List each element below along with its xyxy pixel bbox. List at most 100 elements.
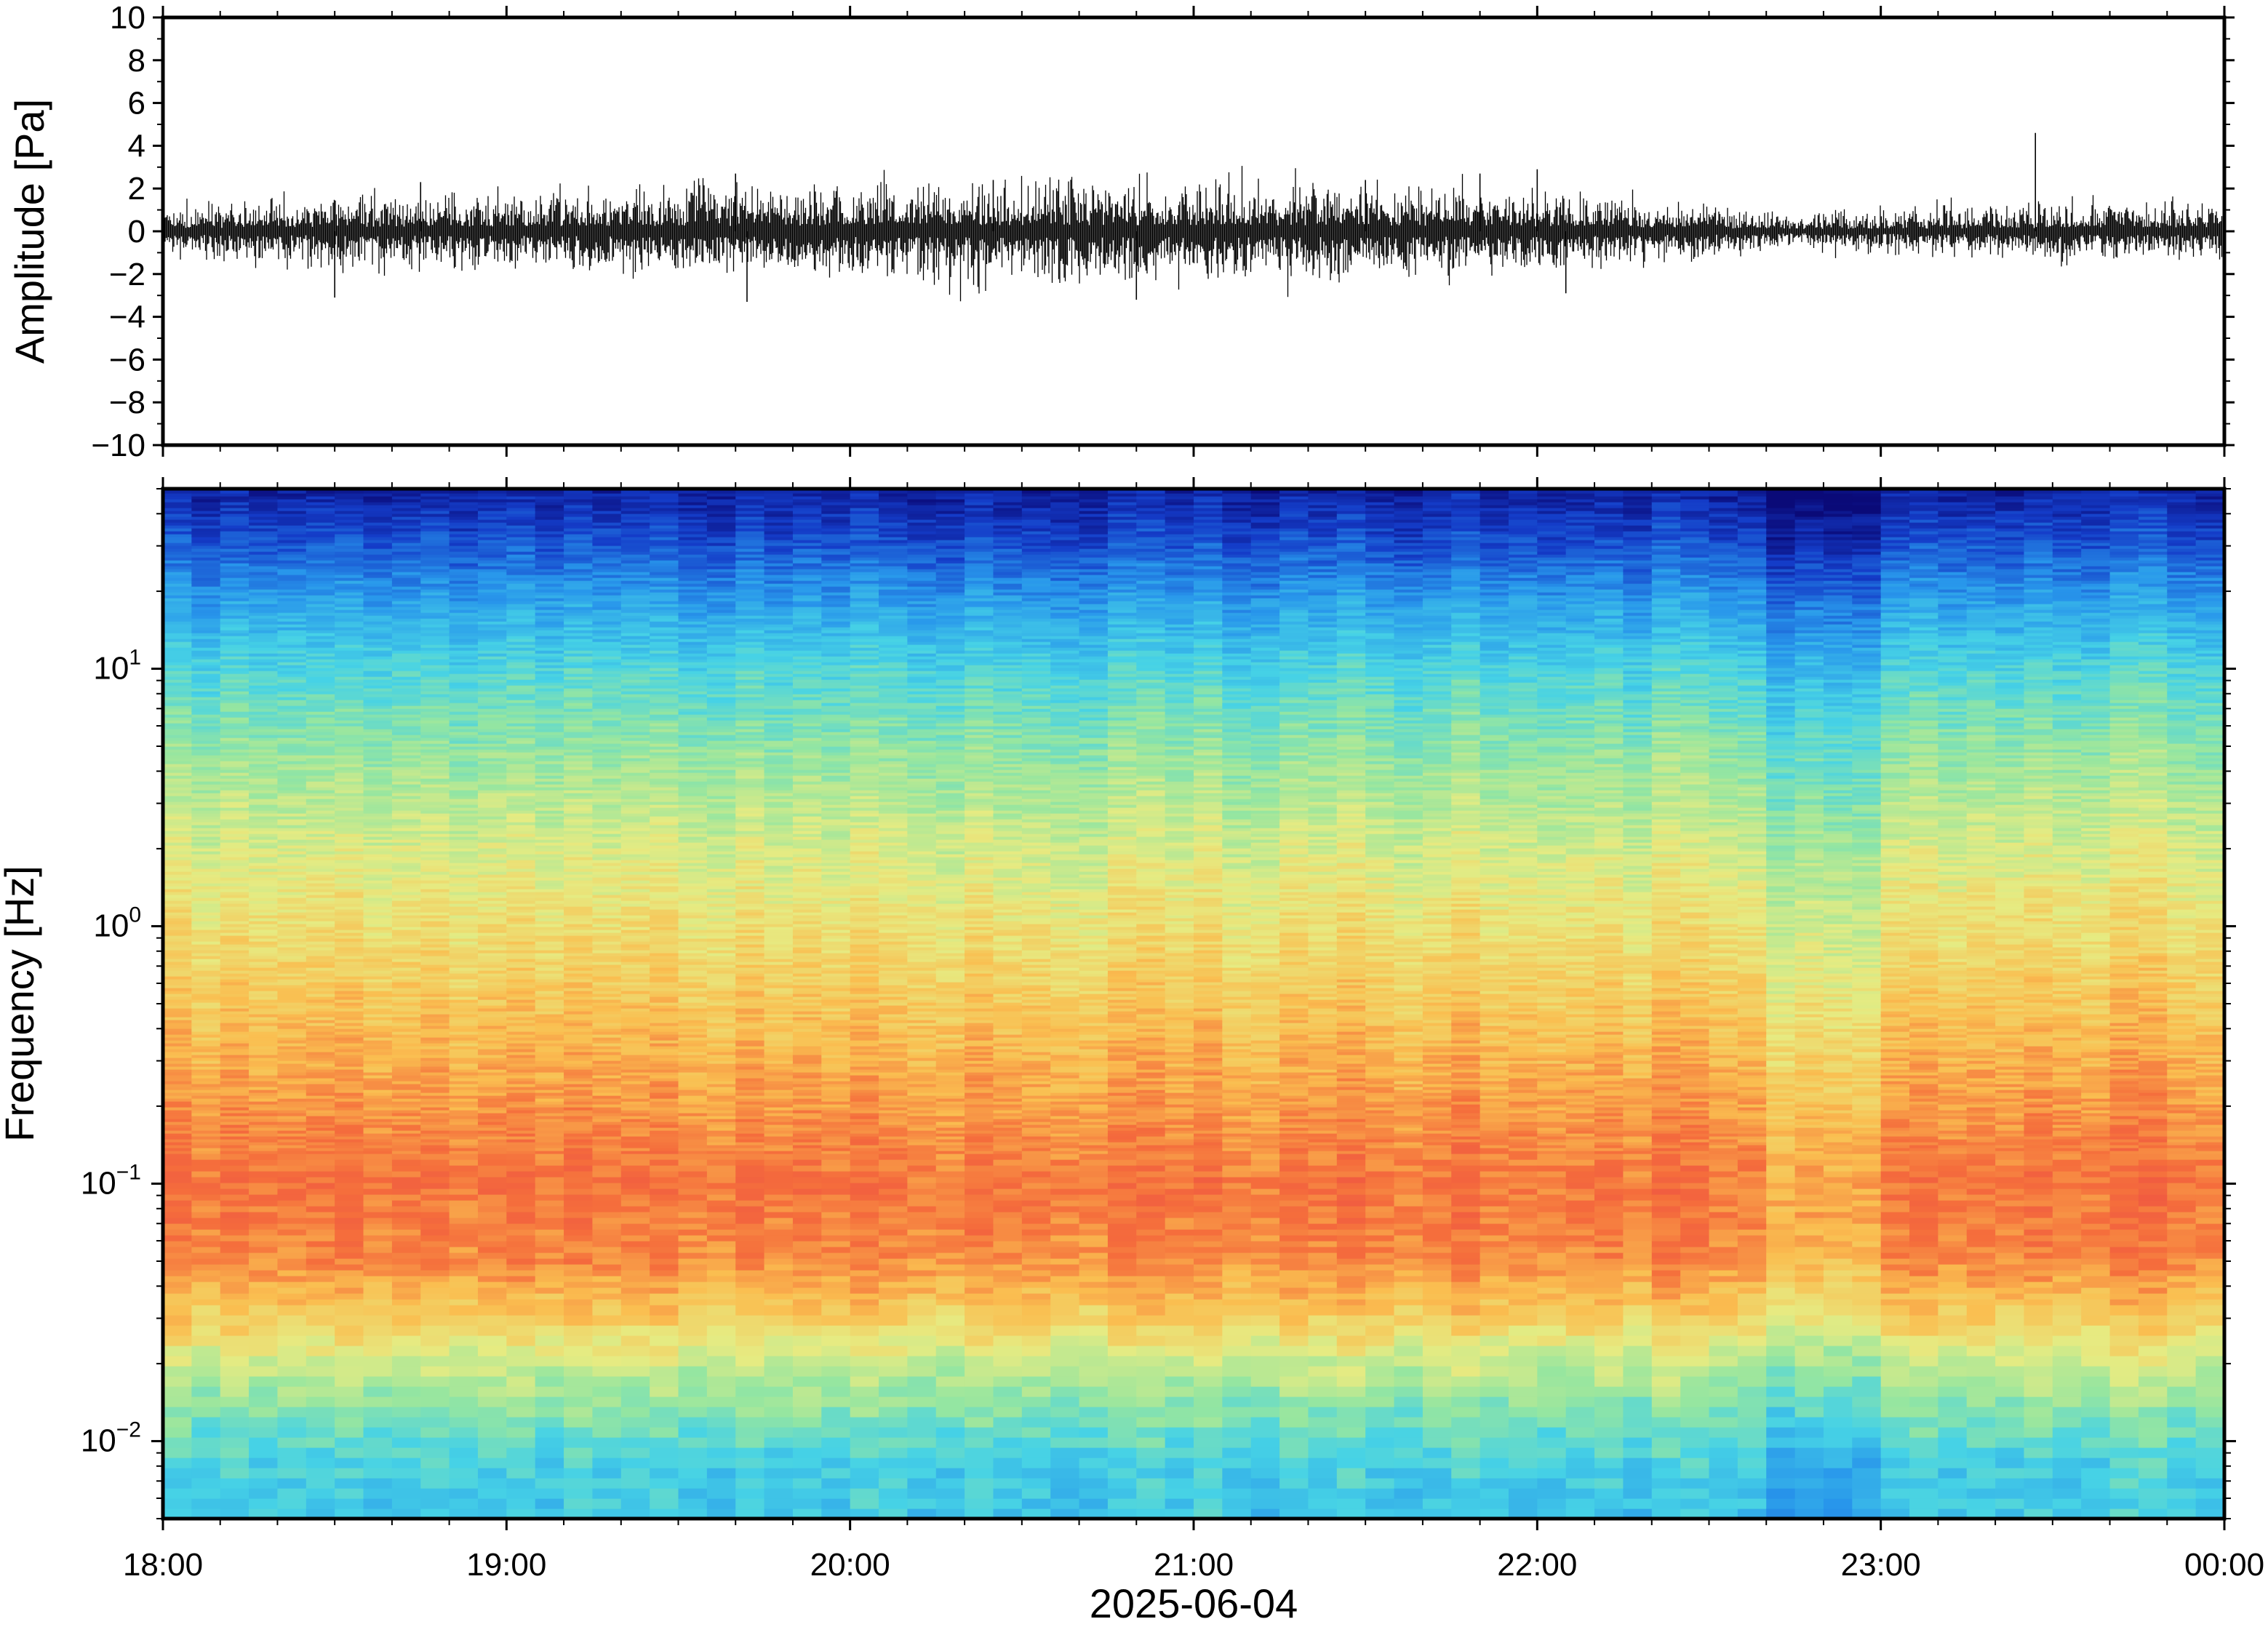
spectrogram-cell xyxy=(277,1092,306,1096)
spectrogram-cell xyxy=(392,1218,421,1224)
spectrogram-cell xyxy=(564,1017,593,1020)
spectrogram-cell xyxy=(306,1005,335,1009)
spectrogram-cell xyxy=(450,717,479,721)
spectrogram-cell xyxy=(306,1417,335,1428)
spectrogram-cell xyxy=(650,1043,679,1047)
spectrogram-cell xyxy=(191,525,220,529)
spectrogram-cell xyxy=(306,927,335,930)
spectrogram-cell xyxy=(306,577,335,581)
spectrogram-cell xyxy=(335,720,364,724)
spectrogram-cell xyxy=(564,1133,593,1137)
spectrogram-cell xyxy=(191,930,220,933)
spectrogram-cell xyxy=(249,1212,278,1218)
spectrogram-cell xyxy=(392,1282,421,1288)
spectrogram-cell xyxy=(220,1212,249,1218)
spectrogram-cell xyxy=(420,534,450,537)
spectrogram-cell xyxy=(249,1008,278,1012)
spectrogram-cell xyxy=(306,505,335,508)
spectrogram-cell xyxy=(592,804,621,808)
spectrogram-cell xyxy=(220,1075,249,1079)
spectrogram-cell xyxy=(306,1396,335,1407)
spectrogram-cell xyxy=(277,548,306,552)
spectrogram-cell xyxy=(564,793,593,796)
spectrogram-cell xyxy=(535,784,564,788)
spectrogram-cell xyxy=(392,1151,421,1154)
spectrogram-cell xyxy=(564,834,593,837)
spectrogram-cell xyxy=(506,938,535,942)
spectrogram-cell xyxy=(392,703,421,706)
spectrogram-cell xyxy=(306,499,335,503)
spectrogram-cell xyxy=(650,845,679,849)
spectrogram-cell xyxy=(535,1468,564,1479)
spectrogram-cell xyxy=(420,1113,450,1116)
spectrogram-cell xyxy=(650,871,679,875)
spectrogram-cell xyxy=(220,1130,249,1134)
spectrogram-cell xyxy=(564,769,593,773)
spectrogram-cell xyxy=(450,941,479,945)
spectrogram-cell xyxy=(506,656,535,660)
spectrogram-cell xyxy=(364,1119,393,1122)
spectrogram-cell xyxy=(220,548,249,552)
spectrogram-cell xyxy=(621,953,650,956)
spectrogram-cell xyxy=(592,1325,621,1336)
spectrogram-cell xyxy=(364,639,393,642)
spectrogram-cell xyxy=(535,758,564,761)
spectrogram-cell xyxy=(450,886,479,890)
spectrogram-cell xyxy=(335,775,364,779)
spectrogram-cell xyxy=(478,924,507,927)
spectrogram-cell xyxy=(478,1101,507,1105)
spectrogram-cell xyxy=(364,586,393,590)
spectrogram-cell xyxy=(364,1092,393,1096)
spectrogram-cell xyxy=(191,1058,220,1061)
spectrogram-cell xyxy=(506,1002,535,1006)
spectrogram-cell xyxy=(163,711,192,715)
spectrogram-cell xyxy=(364,1437,393,1448)
spectrogram-cell xyxy=(592,967,621,971)
spectrogram-cell xyxy=(191,1122,220,1125)
spectrogram-cell xyxy=(163,967,192,971)
spectrogram-cell xyxy=(506,778,535,782)
spectrogram-cell xyxy=(650,1305,679,1316)
spectrogram-cell xyxy=(220,726,249,729)
spectrogram-cell xyxy=(535,583,564,587)
spectrogram-cell xyxy=(364,572,393,575)
spectrogram-cell xyxy=(506,627,535,631)
spectrogram-cell xyxy=(306,1040,335,1044)
spectrogram-cell xyxy=(277,592,306,596)
spectrogram-cell xyxy=(277,1124,306,1128)
spectrogram-cell xyxy=(335,1136,364,1140)
spectrogram-cell xyxy=(163,1235,192,1242)
spectrogram-cell xyxy=(621,1113,650,1116)
spectrogram-cell xyxy=(621,941,650,945)
spectrogram-cell xyxy=(450,522,479,526)
spectrogram-cell xyxy=(592,732,621,735)
spectrogram-cell xyxy=(478,1218,507,1224)
spectrogram-cell xyxy=(220,810,249,814)
spectrogram-cell xyxy=(335,639,364,642)
spectrogram-cell xyxy=(220,883,249,887)
spectrogram-cell xyxy=(592,790,621,793)
spectrogram-cell xyxy=(163,1154,192,1160)
spectrogram-cell xyxy=(592,886,621,890)
spectrogram-cell xyxy=(249,854,278,858)
spectrogram-cell xyxy=(564,1026,593,1029)
spectrogram-cell xyxy=(478,490,507,494)
spectrogram-cell xyxy=(306,545,335,549)
spectrogram-cell xyxy=(621,1052,650,1055)
spectrogram-cell xyxy=(306,761,335,764)
spectrogram-cell xyxy=(191,537,220,540)
spectrogram-cell xyxy=(450,924,479,927)
spectrogram-cell xyxy=(220,793,249,796)
spectrogram-cell xyxy=(420,804,450,808)
spectrogram-cell xyxy=(564,641,593,645)
spectrogram-cell xyxy=(420,717,450,721)
spectrogram-cell xyxy=(249,1247,278,1253)
spectrogram-cell xyxy=(650,1458,679,1468)
spectrogram-cell xyxy=(420,898,450,901)
spectrogram-cell xyxy=(306,1122,335,1125)
spectrogram-cell xyxy=(220,682,249,686)
spectrogram-cell xyxy=(392,892,421,895)
spectrogram-cell xyxy=(506,1124,535,1128)
spectrogram-cell xyxy=(564,1305,593,1316)
spectrogram-cell xyxy=(364,793,393,796)
